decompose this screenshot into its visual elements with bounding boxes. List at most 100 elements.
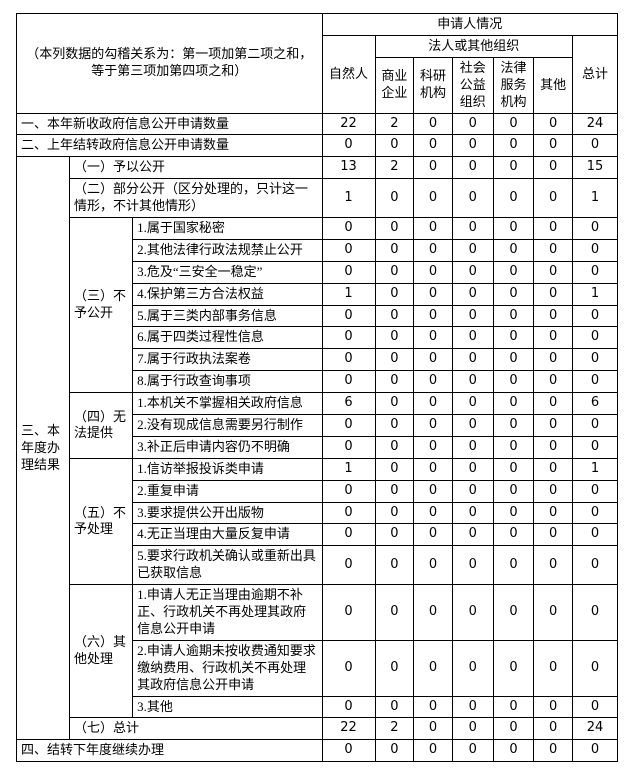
value-cell: 0 [492, 479, 535, 503]
value-cell: 0 [451, 348, 494, 372]
value-cell: 0 [413, 501, 453, 525]
value-cell: 0 [533, 260, 574, 284]
value-cell: 0 [451, 112, 494, 136]
value-cell: 0 [374, 178, 415, 219]
value-cell: 0 [321, 238, 376, 262]
value-cell: 0 [374, 260, 415, 284]
value-cell: 0 [492, 217, 535, 240]
value-cell: 1 [321, 282, 376, 306]
value-cell: 0 [533, 695, 574, 719]
value-cell: 6 [572, 392, 618, 416]
value-cell: 0 [533, 392, 574, 416]
value-cell: 0 [374, 639, 415, 697]
value-cell: 0 [374, 304, 415, 328]
value-cell: 0 [413, 414, 453, 437]
value-cell: 0 [451, 217, 494, 240]
row-label: 3.要求提供公开出版物 [132, 501, 323, 525]
row-label: 6.属于四类过程性信息 [132, 326, 323, 350]
value-cell: 0 [492, 112, 535, 136]
group-label-unable: （四）无法提供 [68, 392, 134, 459]
value-cell: 0 [413, 639, 453, 697]
value-cell: 0 [451, 392, 494, 416]
value-cell: 0 [533, 584, 574, 641]
value-cell: 0 [533, 304, 574, 328]
value-cell: 0 [572, 639, 618, 697]
value-cell: 0 [533, 739, 574, 763]
value-cell: 0 [451, 260, 494, 284]
value-cell: 0 [321, 523, 376, 547]
value-cell: 0 [533, 156, 574, 180]
value-cell: 0 [374, 348, 415, 372]
value-cell: 24 [572, 112, 618, 136]
value-cell: 0 [321, 134, 376, 158]
group-label-other-handle: （六）其他处理 [68, 584, 134, 719]
value-cell: 0 [413, 348, 453, 372]
value-cell: 0 [451, 545, 494, 586]
value-cell: 0 [492, 414, 535, 437]
value-cell: 0 [572, 260, 618, 284]
value-cell: 0 [321, 501, 376, 525]
value-cell: 0 [451, 326, 494, 350]
value-cell: 0 [492, 501, 535, 525]
value-cell: 0 [451, 523, 494, 547]
value-cell: 0 [451, 584, 494, 641]
value-cell: 0 [321, 414, 376, 437]
value-cell: 0 [374, 523, 415, 547]
value-cell: 0 [413, 112, 453, 136]
row-label: 3.危及“三安全一稳定” [132, 260, 323, 284]
value-cell: 0 [321, 695, 376, 719]
value-cell: 0 [533, 134, 574, 158]
value-cell: 1 [572, 178, 618, 219]
value-cell: 1 [321, 457, 376, 481]
value-cell: 0 [413, 282, 453, 306]
group-label-no-process: （五）不予处理 [68, 457, 134, 586]
value-cell: 0 [413, 370, 453, 394]
row-label: 7.属于行政执法案卷 [132, 348, 323, 372]
value-cell: 0 [492, 392, 535, 416]
value-cell: 0 [451, 156, 494, 180]
row-label: 5.要求行政机关确认或重新出具已获取信息 [132, 545, 323, 586]
value-cell: 0 [451, 134, 494, 158]
row-other-1: （六）其他处理 1.申请人无正当理由逾期不补正、行政机关不再处理其政府信息公开申… [17, 584, 618, 719]
value-cell: 0 [413, 392, 453, 416]
value-cell: 0 [533, 326, 574, 350]
value-cell: 0 [533, 479, 574, 503]
value-cell: 0 [492, 348, 535, 372]
row-label: 四、结转下年度继续办理 [16, 739, 323, 763]
row-label: 3.补正后申请内容仍不明确 [132, 435, 323, 459]
value-cell: 0 [321, 370, 376, 394]
value-cell: 0 [413, 457, 453, 481]
value-cell: 0 [572, 326, 618, 350]
col-header-org: 其他 [533, 56, 574, 114]
value-cell: 0 [492, 639, 535, 697]
value-cell: 0 [572, 304, 618, 328]
value-cell: 0 [572, 501, 618, 525]
value-cell: 2 [374, 112, 415, 136]
value-cell: 0 [533, 370, 574, 394]
value-cell: 0 [321, 435, 376, 459]
row-label: 8.属于行政查询事项 [132, 370, 323, 394]
value-cell: 0 [321, 217, 376, 240]
value-cell: 0 [321, 260, 376, 284]
value-cell: 0 [572, 695, 618, 719]
value-cell: 22 [321, 717, 376, 741]
value-cell: 0 [492, 523, 535, 547]
value-cell: 0 [374, 217, 415, 240]
value-cell: 0 [374, 326, 415, 350]
value-cell: 0 [451, 457, 494, 481]
value-cell: 0 [374, 739, 415, 763]
header-row-1: （本列数据的勾稽关系为：第一项加第二项之和，等于第三项加第四项之和） 申请人情况 [16, 13, 619, 114]
value-cell: 13 [321, 156, 376, 180]
row-label: 4.保护第三方合法权益 [132, 282, 323, 306]
value-cell: 0 [451, 238, 494, 262]
value-cell: 0 [533, 457, 574, 481]
